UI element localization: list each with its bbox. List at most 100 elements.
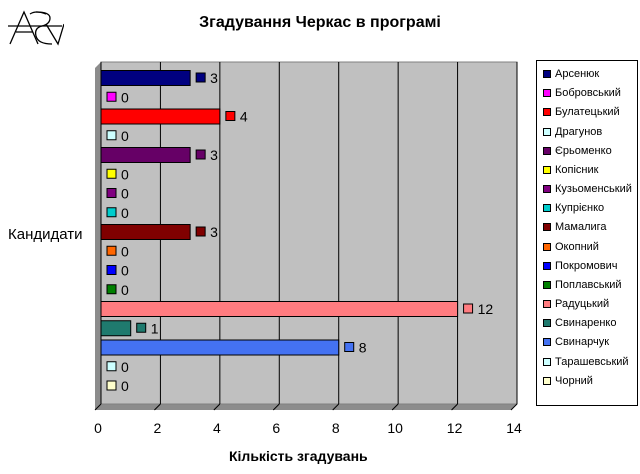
legend-label: Окопний [555, 240, 599, 253]
legend-swatch [543, 146, 551, 155]
data-label-marker [106, 168, 117, 179]
legend-label: Драгунов [555, 125, 603, 138]
legend-swatch [543, 204, 551, 213]
legend-item: Бобровський [543, 86, 621, 100]
legend-item: Свинаренко [543, 316, 617, 330]
data-label: 3 [210, 147, 218, 163]
legend-item: Арсенюк [543, 67, 599, 81]
data-label: 4 [240, 109, 248, 125]
legend-swatch [543, 319, 551, 328]
bar [100, 301, 459, 317]
bar [100, 320, 132, 337]
legend-label: Свинарчук [555, 336, 610, 349]
x-tick-label: 6 [272, 420, 280, 436]
data-label: 0 [121, 282, 129, 298]
legend-swatch [543, 223, 551, 232]
data-label-marker [225, 111, 236, 121]
legend-label: Кузьоменський [555, 183, 632, 196]
legend-swatch [543, 108, 551, 117]
legend-item: Мамалига [543, 220, 607, 234]
legend-item: Окопний [543, 240, 599, 254]
data-label-marker [106, 207, 117, 218]
data-label-marker [106, 265, 117, 275]
data-label: 0 [121, 128, 129, 144]
data-label: 0 [121, 166, 129, 182]
data-label-marker [106, 245, 117, 256]
data-label: 3 [210, 70, 218, 86]
plot-side-wall [95, 62, 101, 410]
data-label: 0 [121, 378, 129, 394]
data-label: 1 [151, 320, 159, 336]
legend-swatch [543, 280, 551, 289]
bar [100, 224, 191, 240]
data-label-marker [136, 322, 147, 333]
x-tick [451, 403, 458, 411]
x-tick [213, 403, 221, 411]
plot-floor [95, 404, 517, 410]
legend-item: Поплавський [543, 278, 622, 292]
x-tick [510, 403, 518, 411]
data-label-marker [106, 130, 117, 141]
legend-item: Булатецький [543, 105, 620, 119]
data-label: 0 [121, 205, 129, 221]
legend-swatch [543, 89, 551, 98]
x-tick [272, 403, 280, 411]
legend-item: Покромович [543, 259, 617, 273]
legend-swatch [543, 185, 551, 194]
legend-label: Радуцький [555, 298, 610, 311]
legend-label: Покромович [555, 259, 618, 272]
legend-item: Радуцький [543, 297, 609, 311]
x-axis-label: Кількість згадувань [229, 448, 368, 464]
legend-swatch [543, 261, 551, 270]
chart-legend: Арсенюк Бобровський Булатецький Драгунов Єрь… [536, 60, 638, 406]
data-label: 0 [121, 243, 129, 259]
data-label-marker [106, 361, 117, 372]
legend-label: Мамалига [555, 221, 607, 234]
legend-item: Копісник [543, 163, 598, 177]
bar [100, 108, 221, 125]
legend-label: Купрієнко [555, 202, 605, 215]
legend-label: Тарашевський [555, 355, 629, 368]
bar [100, 147, 191, 163]
data-label-marker [344, 342, 355, 352]
x-tick [154, 403, 161, 411]
data-label: 0 [121, 263, 129, 279]
data-label: 8 [359, 340, 367, 356]
data-label-marker [463, 303, 474, 314]
data-label-marker [106, 188, 117, 198]
legend-label: Арсенюк [555, 68, 600, 80]
logo [6, 6, 65, 48]
legend-swatch [543, 70, 551, 78]
legend-swatch [543, 338, 551, 347]
legend-swatch [543, 242, 551, 251]
legend-item: Кузьоменський [543, 182, 632, 196]
y-axis-label: Кандидати [8, 226, 83, 243]
legend-item: Чорний [543, 374, 593, 388]
x-tick [94, 403, 102, 411]
legend-label: Свинаренко [555, 317, 617, 330]
x-tick-label: 0 [94, 420, 102, 436]
data-label: 0 [121, 186, 129, 202]
legend-label: Єрьоменко [555, 144, 612, 157]
data-label: 3 [210, 224, 218, 240]
legend-swatch [543, 357, 551, 366]
legend-swatch [543, 376, 551, 385]
legend-item: Єрьоменко [543, 144, 612, 158]
legend-item: Драгунов [543, 125, 602, 139]
data-label-marker [195, 149, 206, 160]
x-tick-label: 12 [447, 420, 463, 436]
chart-title: Згадування Черкас в програмі [199, 14, 441, 31]
data-label: 0 [121, 359, 129, 375]
data-label-marker [106, 380, 117, 391]
legend-item: Тарашевський [543, 355, 629, 369]
x-tick-label: 4 [213, 420, 221, 436]
data-label-marker [195, 226, 206, 237]
legend-swatch [543, 300, 551, 309]
legend-label: Бобровський [555, 87, 621, 100]
data-label: 0 [121, 89, 129, 105]
x-tick-label: 8 [332, 420, 340, 436]
bar [100, 339, 340, 356]
data-label: 12 [478, 301, 494, 317]
bar [100, 70, 191, 86]
